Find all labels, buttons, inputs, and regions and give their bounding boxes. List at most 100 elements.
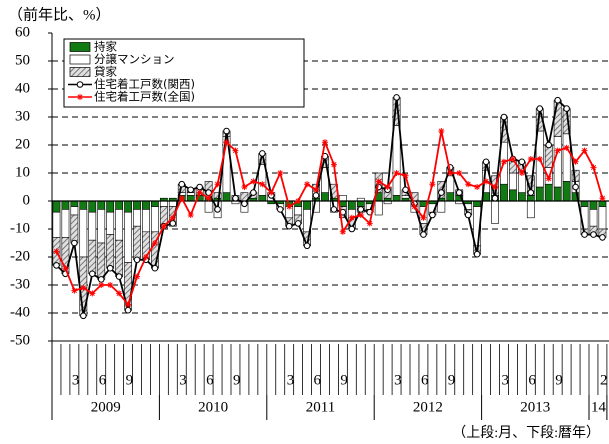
marker <box>581 147 588 154</box>
y-tick-label: -50 <box>10 332 30 348</box>
x-tick-label: 9 <box>555 372 563 388</box>
marker <box>563 105 570 112</box>
marker <box>214 181 221 188</box>
marker <box>375 178 382 185</box>
bar <box>303 200 311 210</box>
marker <box>53 248 60 255</box>
x-tick-label: 3 <box>179 372 187 388</box>
bar <box>133 209 141 227</box>
bar <box>544 183 553 202</box>
marker <box>89 290 96 297</box>
marker <box>536 156 543 162</box>
marker <box>71 287 78 294</box>
bar <box>473 200 482 207</box>
marker <box>294 220 302 227</box>
bar <box>392 125 401 196</box>
marker <box>474 184 481 190</box>
bar <box>446 175 455 193</box>
marker <box>429 181 436 188</box>
marker <box>133 256 141 264</box>
y-tick-label: -20 <box>10 248 30 264</box>
marker <box>313 186 320 193</box>
bar <box>204 200 213 213</box>
marker <box>187 186 195 194</box>
marker <box>420 231 427 238</box>
bar <box>52 211 61 238</box>
marker <box>473 250 481 258</box>
x-tick-label: 3 <box>502 372 510 388</box>
bar <box>106 200 115 213</box>
marker <box>286 203 293 210</box>
marker <box>330 206 338 213</box>
marker <box>590 164 597 171</box>
legend-marker <box>77 94 83 100</box>
marker <box>599 195 606 202</box>
bar <box>124 200 132 213</box>
marker <box>295 198 302 204</box>
bar <box>517 192 526 202</box>
bar <box>106 234 115 269</box>
marker <box>250 178 257 185</box>
marker <box>393 170 400 176</box>
bar <box>509 172 517 191</box>
marker <box>456 170 463 176</box>
bar <box>222 192 231 202</box>
x-tick-label: 6 <box>421 372 429 388</box>
bar <box>70 206 79 216</box>
marker <box>500 113 508 121</box>
marker <box>366 220 373 227</box>
marker <box>107 282 114 288</box>
marker <box>178 180 186 188</box>
y-tick-label: -40 <box>10 304 30 320</box>
marker <box>169 214 176 221</box>
y-tick-label: 40 <box>15 80 30 96</box>
bar <box>186 195 195 202</box>
bar <box>151 206 159 233</box>
y-axis-label: （前年比、%） <box>8 6 111 23</box>
y-tick-label: -30 <box>10 276 30 292</box>
marker <box>492 184 499 190</box>
marker <box>232 194 239 202</box>
marker <box>116 290 123 297</box>
bar <box>52 200 61 213</box>
y-tick-label: 30 <box>15 108 30 124</box>
marker <box>241 184 248 190</box>
bar <box>589 200 598 210</box>
marker <box>554 147 561 154</box>
x-tick-label: 6 <box>528 372 536 388</box>
legend-swatch <box>69 67 91 77</box>
marker <box>124 306 132 314</box>
marker <box>581 231 588 238</box>
marker <box>169 220 177 227</box>
bar <box>133 225 141 261</box>
marker <box>321 139 328 146</box>
y-tick-label: 60 <box>15 24 30 40</box>
marker <box>509 156 516 162</box>
marker <box>563 144 570 151</box>
marker <box>53 262 60 269</box>
note: （上段:月、下段:暦年） <box>452 425 600 441</box>
bar <box>115 239 124 277</box>
bar <box>553 99 562 137</box>
x-tick-label: 6 <box>99 372 107 388</box>
bar <box>437 200 446 213</box>
marker <box>304 181 311 188</box>
bar <box>598 206 607 230</box>
marker <box>125 301 132 308</box>
bar <box>70 200 79 207</box>
marker <box>545 141 553 149</box>
marker <box>178 195 185 202</box>
year-label: 2012 <box>413 399 443 415</box>
bar <box>356 200 365 207</box>
x-tick-label: 3 <box>287 372 295 388</box>
marker <box>151 240 158 246</box>
marker <box>554 96 561 104</box>
marker <box>80 284 87 291</box>
marker <box>518 158 526 166</box>
marker <box>339 228 346 235</box>
marker <box>599 234 606 241</box>
bar <box>294 206 303 216</box>
bar <box>338 195 347 202</box>
bar <box>589 209 598 227</box>
